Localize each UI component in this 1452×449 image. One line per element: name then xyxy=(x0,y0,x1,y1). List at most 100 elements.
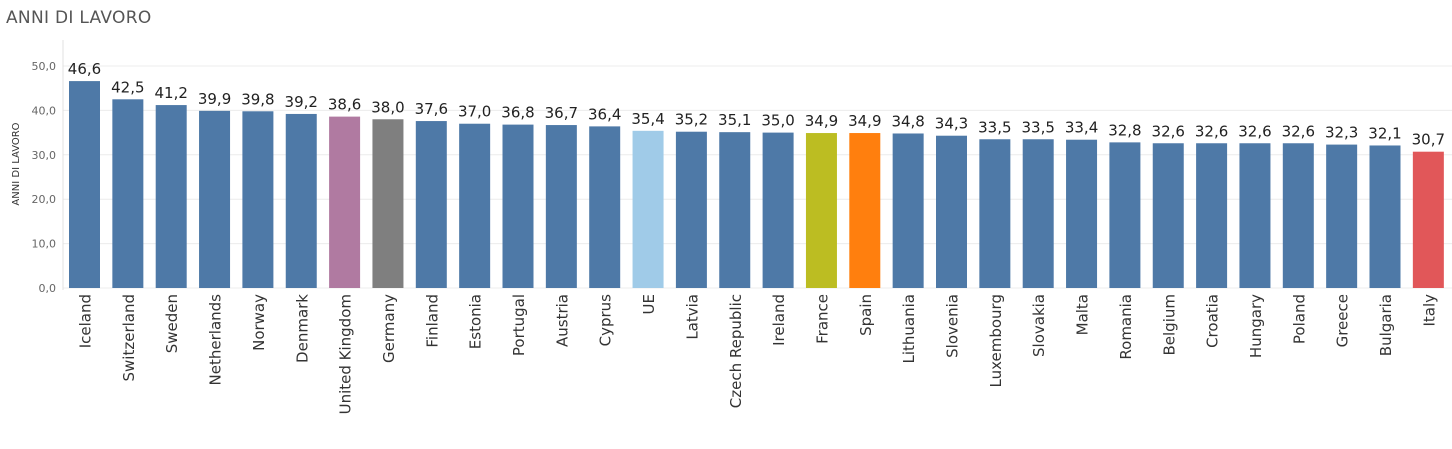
x-tick-label: Croatia xyxy=(1204,294,1222,348)
x-tick-label: Belgium xyxy=(1160,294,1178,356)
x-tick-label: Sweden xyxy=(163,294,181,353)
data-label: 32,6 xyxy=(1282,122,1315,140)
x-tick-label: Hungary xyxy=(1247,294,1265,358)
x-tick-label: Cyprus xyxy=(597,294,615,347)
data-label: 39,8 xyxy=(241,90,274,108)
bar[interactable] xyxy=(199,110,231,289)
y-tick-label: 0,0 xyxy=(39,282,57,295)
data-label: 33,5 xyxy=(1021,118,1054,136)
data-label: 41,2 xyxy=(154,84,187,102)
bar[interactable] xyxy=(502,124,534,288)
bar[interactable] xyxy=(1412,151,1444,288)
bar[interactable] xyxy=(285,113,317,289)
bar[interactable] xyxy=(762,132,794,288)
bar[interactable] xyxy=(1326,144,1358,288)
x-tick-label: Greece xyxy=(1334,294,1352,347)
x-tick-label: Lithuania xyxy=(900,294,918,363)
data-label: 32,6 xyxy=(1195,122,1228,140)
x-tick-label: Ireland xyxy=(770,294,788,346)
x-tick-label: Norway xyxy=(250,294,268,351)
data-label: 32,6 xyxy=(1238,122,1271,140)
bar[interactable] xyxy=(459,123,491,288)
data-label: 36,4 xyxy=(588,105,621,123)
bar[interactable] xyxy=(372,119,404,288)
bar[interactable] xyxy=(242,111,274,289)
bar[interactable] xyxy=(849,133,881,288)
x-tick-label: Switzerland xyxy=(120,294,138,382)
x-tick-label: Denmark xyxy=(293,294,311,363)
y-tick-label: 30,0 xyxy=(32,149,57,162)
y-tick-label: 50,0 xyxy=(32,60,57,73)
x-tick-label: Portugal xyxy=(510,294,528,356)
x-tick-label: Iceland xyxy=(77,294,95,348)
x-tick-label: Luxembourg xyxy=(987,294,1005,388)
bar[interactable] xyxy=(545,125,577,288)
data-label: 36,7 xyxy=(545,104,578,122)
bar[interactable] xyxy=(979,139,1011,288)
bar[interactable] xyxy=(69,81,100,288)
bar[interactable] xyxy=(632,130,664,288)
y-tick-label: 40,0 xyxy=(32,104,57,117)
data-label: 37,0 xyxy=(458,103,491,121)
x-tick-label: Finland xyxy=(423,294,441,348)
data-label: 39,9 xyxy=(198,90,231,108)
x-tick-label: Spain xyxy=(857,294,875,336)
x-tick-label: Estonia xyxy=(467,294,485,349)
data-label: 37,6 xyxy=(415,100,448,118)
data-label: 32,3 xyxy=(1325,124,1358,142)
x-tick-label: Poland xyxy=(1290,294,1308,344)
bar[interactable] xyxy=(1369,145,1401,288)
x-tick-label: United Kingdom xyxy=(337,294,355,414)
bar[interactable] xyxy=(589,126,621,288)
data-label: 30,7 xyxy=(1412,131,1445,149)
x-tick-label: Latvia xyxy=(683,294,701,340)
bar[interactable] xyxy=(1152,143,1184,288)
bar[interactable] xyxy=(1239,143,1271,288)
data-label: 36,8 xyxy=(501,104,534,122)
bar[interactable] xyxy=(112,99,144,288)
x-tick-label: UE xyxy=(640,294,658,314)
bar[interactable] xyxy=(675,131,707,288)
bar[interactable] xyxy=(329,116,361,288)
data-label: 32,6 xyxy=(1152,122,1185,140)
y-tick-label: 10,0 xyxy=(32,238,57,251)
x-tick-label: Bulgaria xyxy=(1377,294,1395,356)
data-label: 35,1 xyxy=(718,111,751,129)
data-label: 34,9 xyxy=(805,112,838,130)
data-label: 33,5 xyxy=(978,118,1011,136)
x-tick-label: Italy xyxy=(1420,294,1438,327)
data-label: 39,2 xyxy=(285,93,318,111)
bar[interactable] xyxy=(936,135,967,288)
data-label: 46,6 xyxy=(68,60,101,78)
x-tick-label: Malta xyxy=(1074,294,1092,335)
data-label: 42,5 xyxy=(111,78,144,96)
bar[interactable] xyxy=(1022,139,1054,288)
bar[interactable] xyxy=(892,133,924,288)
data-label: 38,6 xyxy=(328,96,361,114)
x-tick-label: France xyxy=(813,294,831,344)
chart-title: ANNI DI LAVORO xyxy=(6,8,152,28)
x-tick-label: Germany xyxy=(380,294,398,363)
y-tick-label: 20,0 xyxy=(32,193,57,206)
bar[interactable] xyxy=(719,132,751,288)
data-label: 35,4 xyxy=(631,110,664,128)
data-label: 33,4 xyxy=(1065,119,1098,137)
data-label: 34,8 xyxy=(891,112,924,130)
data-label: 34,9 xyxy=(848,112,881,130)
data-label: 35,2 xyxy=(675,111,708,129)
bar[interactable] xyxy=(155,105,187,289)
x-tick-label: Czech Republic xyxy=(727,294,745,408)
x-tick-label: Netherlands xyxy=(207,294,225,386)
x-tick-label: Slovakia xyxy=(1030,294,1048,357)
bar[interactable] xyxy=(1282,143,1314,288)
data-label: 35,0 xyxy=(761,112,794,130)
y-axis-title: ANNI DI LAVORO xyxy=(11,122,22,205)
bar[interactable] xyxy=(1109,142,1141,288)
bar[interactable] xyxy=(1066,139,1098,288)
x-tick-label: Romania xyxy=(1117,294,1135,360)
data-label: 32,8 xyxy=(1108,121,1141,139)
bar[interactable] xyxy=(415,121,447,288)
bar[interactable] xyxy=(1196,143,1228,288)
bar[interactable] xyxy=(805,133,837,288)
